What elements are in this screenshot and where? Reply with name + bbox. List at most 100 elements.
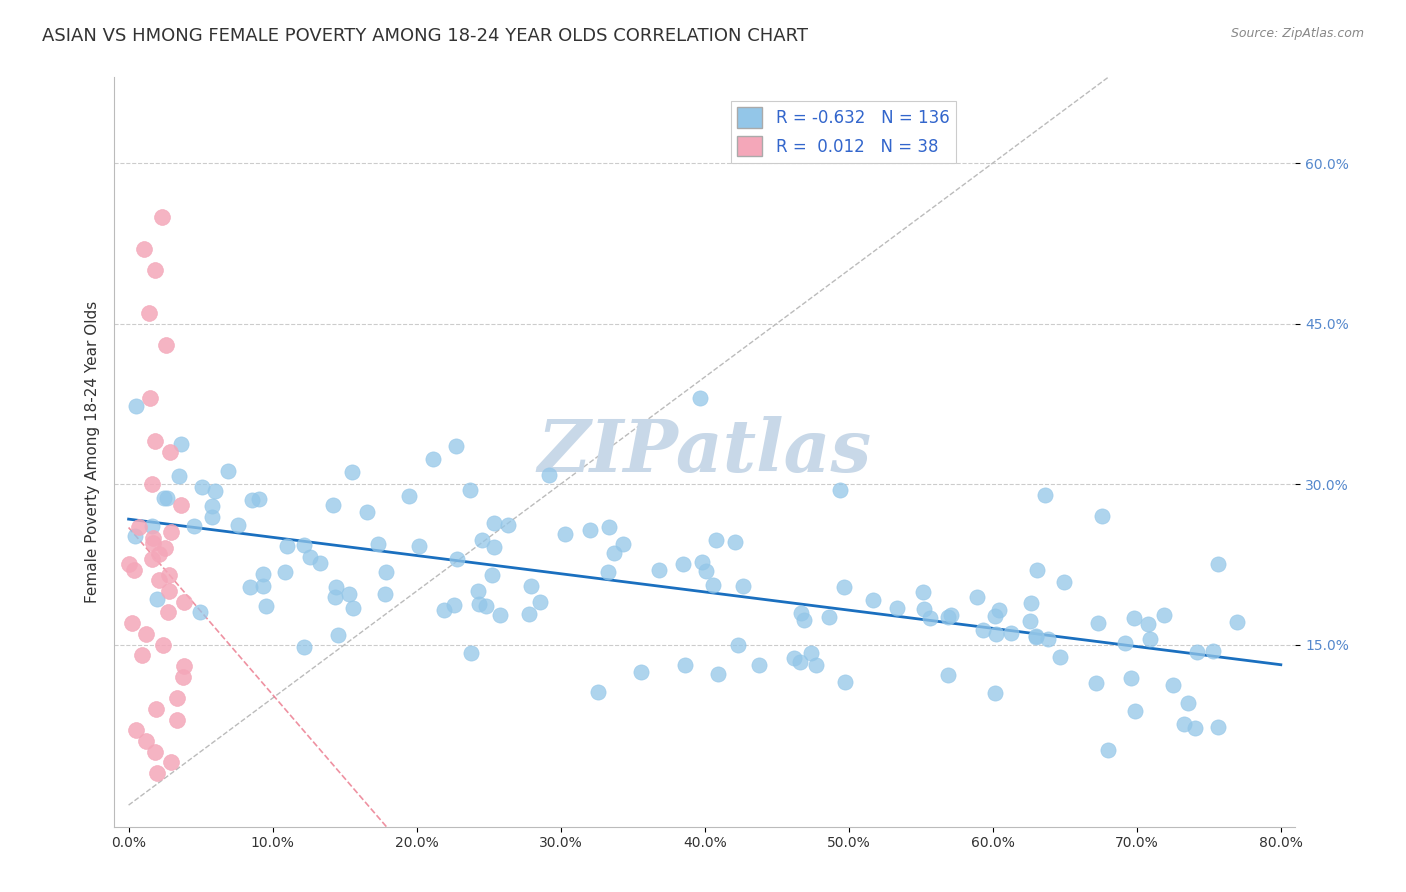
Point (983, 608, 1005, 623)
Point (118, 558, 141, 572)
Point (148, 574, 170, 588)
Point (172, 670, 194, 684)
Point (1036, 632, 1059, 647)
Point (1202, 644, 1225, 658)
Point (134, 242, 156, 256)
Point (475, 599, 498, 614)
Point (408, 539, 430, 553)
Point (672, 557, 695, 571)
Point (804, 657, 827, 672)
Point (529, 595, 551, 609)
Point (468, 597, 491, 611)
Point (309, 557, 332, 571)
Point (1137, 617, 1160, 632)
Point (131, 648, 153, 663)
Point (145, 766, 167, 780)
Point (598, 520, 620, 534)
Point (443, 599, 465, 613)
Point (160, 756, 183, 770)
Point (1053, 575, 1076, 590)
Point (830, 483, 852, 497)
Point (984, 686, 1007, 700)
Point (159, 445, 181, 459)
Point (988, 603, 1011, 617)
Point (183, 519, 205, 533)
Point (817, 610, 839, 624)
Text: Source: ZipAtlas.com: Source: ZipAtlas.com (1230, 27, 1364, 40)
Point (1122, 611, 1144, 625)
Point (1097, 743, 1119, 757)
Point (1121, 671, 1143, 685)
Point (538, 467, 561, 482)
Point (325, 580, 347, 594)
Point (204, 484, 226, 499)
Point (482, 540, 505, 554)
Point (239, 580, 262, 594)
Point (1114, 636, 1136, 650)
Point (832, 580, 855, 594)
Point (918, 611, 941, 625)
Point (328, 628, 350, 642)
Point (155, 338, 177, 352)
Point (1173, 717, 1195, 731)
Point (173, 659, 195, 673)
Point (228, 518, 250, 533)
Point (793, 613, 815, 627)
Point (496, 517, 519, 532)
Point (912, 602, 935, 616)
Point (398, 490, 420, 504)
Point (460, 483, 482, 498)
Point (731, 579, 754, 593)
Point (1185, 645, 1208, 659)
Point (481, 567, 503, 582)
Point (692, 555, 714, 569)
Point (166, 691, 188, 706)
Point (834, 675, 856, 690)
Point (578, 523, 600, 537)
Point (519, 607, 541, 622)
Point (148, 547, 170, 561)
Point (160, 525, 183, 540)
Y-axis label: Female Poverty Among 18-24 Year Olds: Female Poverty Among 18-24 Year Olds (86, 301, 100, 603)
Point (125, 399, 148, 413)
Point (1177, 696, 1199, 710)
Point (146, 591, 169, 606)
Point (1018, 614, 1040, 628)
Point (1049, 649, 1071, 664)
Point (886, 601, 908, 615)
Point (340, 465, 363, 479)
Point (723, 535, 745, 549)
Text: ZIPatlas: ZIPatlas (537, 417, 872, 488)
Point (1025, 630, 1047, 644)
Point (153, 491, 176, 505)
Point (1025, 629, 1047, 643)
Point (143, 434, 166, 449)
Point (648, 563, 671, 577)
Point (374, 565, 396, 579)
Point (152, 638, 174, 652)
Point (689, 392, 711, 406)
Point (145, 702, 167, 716)
Point (702, 578, 724, 592)
Point (298, 550, 321, 565)
Point (276, 539, 298, 553)
Point (707, 667, 730, 681)
Point (1087, 615, 1109, 630)
Point (1025, 563, 1047, 577)
Point (630, 665, 652, 679)
Point (254, 599, 277, 613)
Point (342, 600, 364, 615)
Point (612, 537, 634, 551)
Point (673, 658, 696, 673)
Point (122, 563, 145, 577)
Point (471, 533, 494, 547)
Point (292, 640, 315, 655)
Text: ASIAN VS HMONG FEMALE POVERTY AMONG 18-24 YEAR OLDS CORRELATION CHART: ASIAN VS HMONG FEMALE POVERTY AMONG 18-2… (42, 27, 808, 45)
Point (124, 529, 146, 543)
Point (704, 533, 727, 547)
Point (936, 668, 959, 682)
Point (150, 210, 173, 224)
Legend: R = -0.632   N = 136, R =  0.012   N = 38: R = -0.632 N = 136, R = 0.012 N = 38 (731, 101, 956, 163)
Point (984, 627, 1007, 641)
Point (783, 651, 806, 665)
